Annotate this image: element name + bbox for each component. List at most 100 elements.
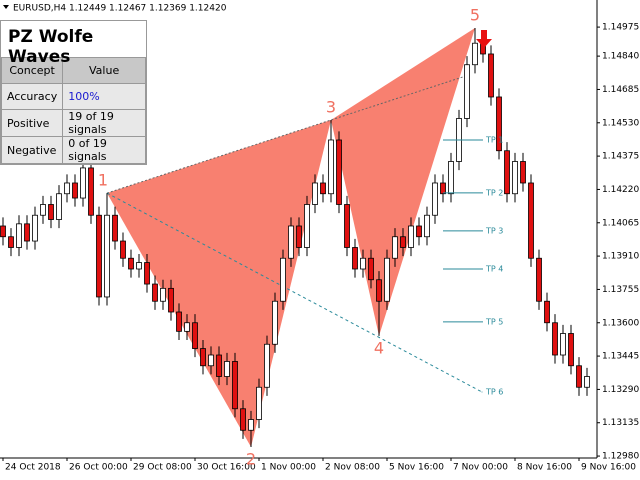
candle-body: [248, 419, 254, 431]
signal-arrow: [476, 29, 492, 48]
target-point: [481, 391, 483, 393]
candle-body: [216, 354, 222, 377]
candle-body: [376, 279, 382, 302]
candle-body: [24, 223, 30, 242]
candle-body: [192, 322, 198, 349]
candle-body: [288, 225, 294, 259]
candle-body: [200, 348, 206, 367]
candle-body: [344, 204, 350, 248]
target-label: TP 4: [485, 264, 503, 273]
y-tick-label: 1.13910: [602, 252, 639, 262]
candle-body: [496, 96, 502, 152]
candle-body: [296, 225, 302, 248]
candle-body: [432, 182, 438, 216]
candle-body: [160, 287, 166, 302]
candle-body: [152, 283, 158, 302]
x-tick-label: 1 Nov 00:00: [261, 463, 316, 473]
y-tick-label: 1.13445: [602, 352, 639, 362]
x-tick-label: 24 Oct 2018: [5, 463, 61, 473]
candle-body: [80, 167, 86, 199]
y-tick-label: 1.14220: [602, 185, 639, 195]
x-tick-label: 30 Oct 16:00: [197, 463, 256, 473]
candle-body: [40, 204, 46, 216]
candle-body: [16, 223, 22, 248]
x-tick-label: 8 Nov 16:00: [517, 463, 572, 473]
candle-body: [520, 161, 526, 184]
candle-body: [120, 240, 126, 259]
candle-body: [64, 182, 70, 195]
y-tick-label: 1.12980: [602, 452, 639, 462]
candle-body: [56, 193, 62, 220]
candle-body: [560, 333, 566, 356]
y-tick-label: 1.14065: [602, 218, 639, 228]
x-tick-label: 29 Oct 08:00: [133, 463, 192, 473]
candle-body: [112, 214, 118, 242]
candle-body: [360, 257, 366, 270]
wave-label: 1: [98, 171, 108, 190]
y-tick-label: 1.13135: [602, 418, 639, 428]
candle-body: [240, 408, 246, 431]
candle-body: [224, 361, 230, 377]
candle-body: [384, 257, 390, 302]
candle-body: [424, 214, 430, 238]
candle-body: [144, 262, 150, 285]
candle-body: [184, 322, 190, 332]
cell: 100%: [62, 83, 146, 110]
target-label: TP 5: [485, 317, 503, 326]
candle-body: [552, 322, 558, 356]
candle-body: [400, 236, 406, 248]
candle-body: [568, 333, 574, 367]
candle-body: [104, 214, 110, 298]
y-tick-label: 1.14975: [602, 23, 639, 33]
candle-body: [96, 214, 102, 298]
candle-body: [336, 139, 342, 205]
wave-label: 5: [470, 5, 480, 24]
wolfe-wedge: [331, 27, 475, 336]
y-tick-label: 1.13755: [602, 285, 639, 295]
candle-body: [528, 182, 534, 259]
candle-body: [576, 365, 582, 388]
candle-body: [72, 182, 78, 199]
candle-body: [264, 343, 270, 388]
y-tick-label: 1.13290: [602, 385, 639, 395]
x-tick-label: 2 Nov 08:00: [325, 463, 380, 473]
panel-title: PZ Wolfe Waves: [8, 27, 94, 67]
candle-body: [272, 300, 278, 345]
candle-body: [208, 354, 214, 367]
cell: Negative: [0, 136, 64, 164]
candle-body: [584, 376, 590, 388]
cell: 0 of 19 signals: [62, 136, 146, 164]
candle-body: [488, 53, 494, 98]
candle-body: [168, 287, 174, 313]
y-tick-label: 1.14685: [602, 85, 639, 95]
symbol-menu-icon: [3, 5, 9, 9]
target-label: TP 1: [485, 135, 503, 144]
candle-body: [0, 225, 6, 238]
y-tick-label: 1.14375: [602, 152, 639, 162]
candle-body: [440, 182, 446, 195]
panel-table: Concept Value Accuracy 100% Positive 19 of …: [0, 57, 146, 164]
candle-body: [88, 167, 94, 216]
candle-body: [472, 42, 478, 66]
cell: Positive: [0, 109, 64, 137]
wolfe-wedge: [107, 119, 331, 448]
candle-body: [352, 247, 358, 270]
candle-body: [128, 257, 134, 270]
candle-body: [448, 161, 454, 195]
candle-body: [408, 225, 414, 248]
candle-body: [32, 214, 38, 242]
candle-body: [176, 311, 182, 332]
info-panel: PZ Wolfe Waves Concept Value Accuracy 100%…: [0, 20, 147, 165]
candle-body: [328, 139, 334, 195]
candle-body: [280, 257, 286, 302]
wave-label: 3: [326, 97, 336, 116]
cell: 19 of 19 signals: [62, 109, 146, 137]
candle-body: [504, 150, 510, 195]
cell: Accuracy: [0, 83, 64, 110]
candle-body: [304, 204, 310, 248]
candle-body: [512, 161, 518, 195]
candle-body: [256, 386, 262, 420]
candle-body: [136, 262, 142, 270]
